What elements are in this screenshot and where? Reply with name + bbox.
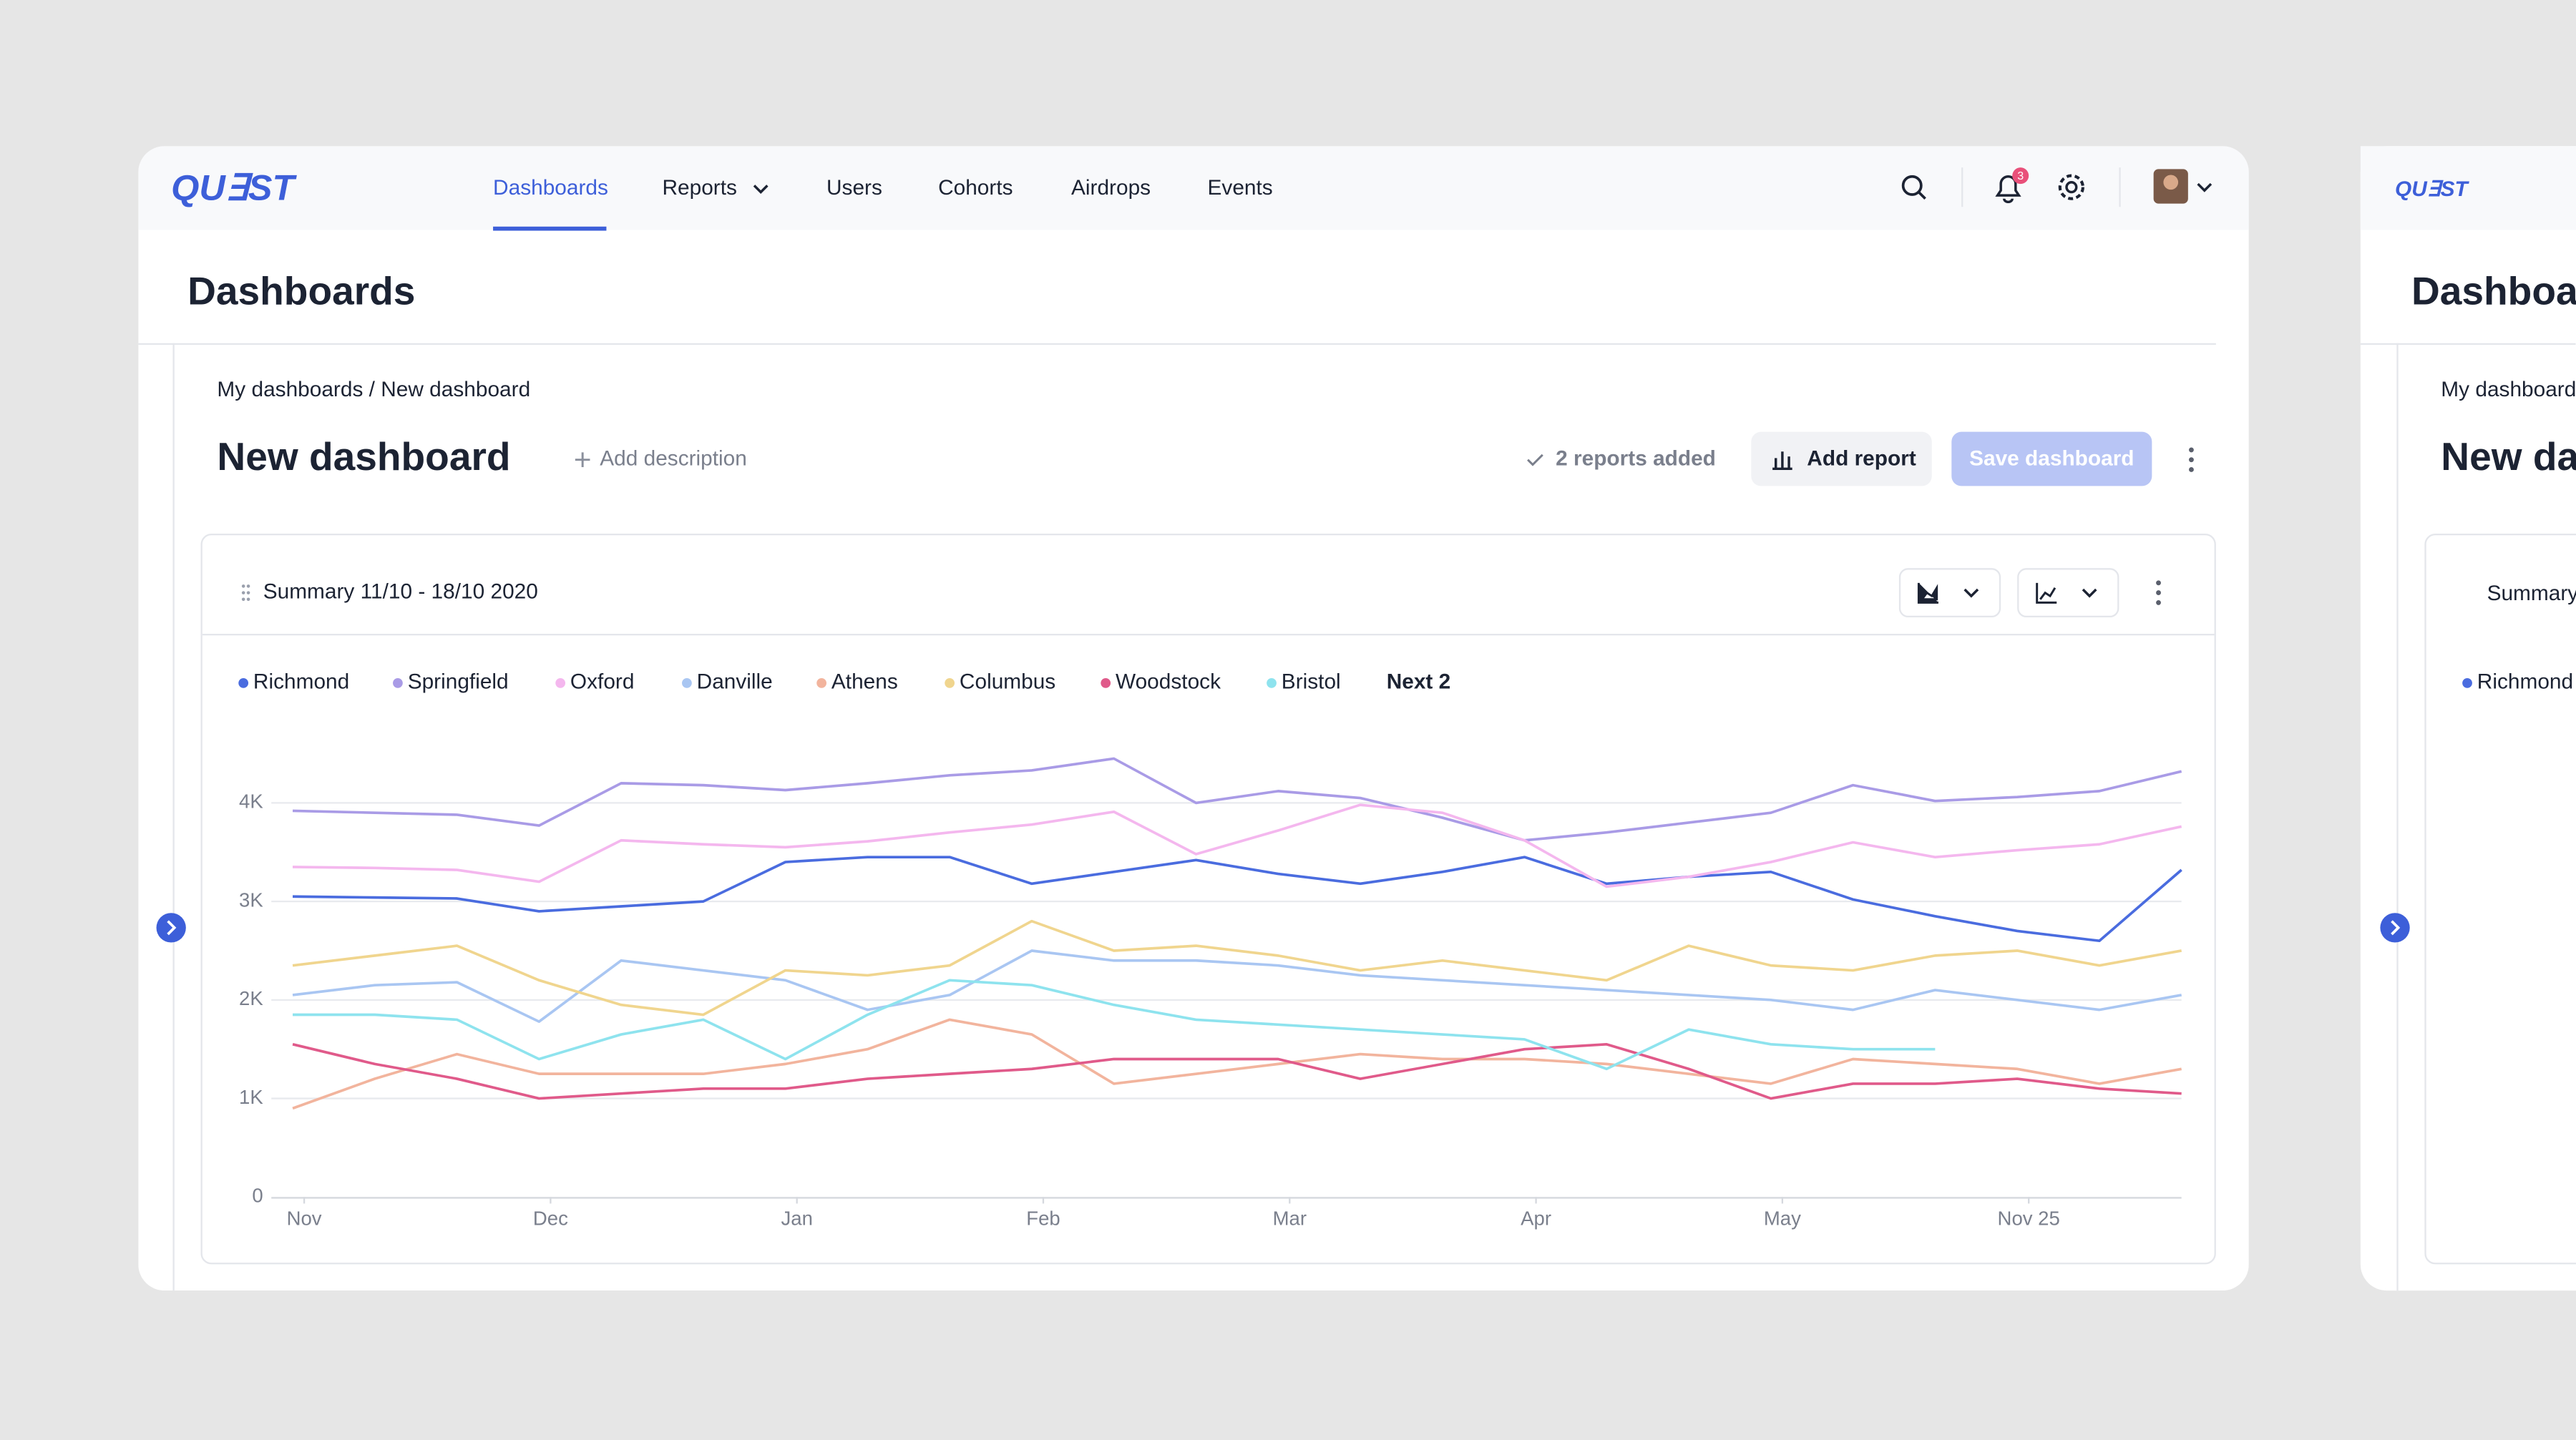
more-menu[interactable] <box>2188 447 2194 472</box>
y-tick-label: 0 <box>252 1185 263 1207</box>
card-title: Summary 11/10 - 18/10 2020 <box>263 579 538 603</box>
legend-label: Richmond <box>253 670 349 694</box>
series-line <box>293 856 2182 943</box>
area-chart-icon <box>1917 582 1938 604</box>
add-description[interactable]: Add description <box>600 447 747 471</box>
save-dashboard-button[interactable] <box>1951 431 2152 486</box>
chart-icon <box>1772 451 1792 471</box>
drag-handle[interactable] <box>241 584 250 602</box>
card-title: Summary 11/10 - 18/10 2020 <box>2487 582 2576 605</box>
notification-badge <box>2012 167 2029 185</box>
badge-count: 3 <box>2017 170 2024 182</box>
settings-icon[interactable] <box>2065 181 2078 194</box>
search-icon-handle <box>1918 191 1926 200</box>
y-tick-label: 2K <box>239 987 263 1009</box>
report-card <box>200 533 2216 1265</box>
nav-item[interactable]: Events <box>1208 176 1273 200</box>
chevron-icon <box>167 920 177 936</box>
x-tick-label: Feb <box>1026 1208 1060 1230</box>
logo: QU∃ST <box>171 167 297 208</box>
series-line <box>293 803 2182 888</box>
save-dashboard-label: Save dashboard <box>1969 447 2134 471</box>
breadcrumb: My dashboards / New dashboard <box>217 378 530 401</box>
legend-label: Oxford <box>570 670 635 694</box>
y-tick-label: 4K <box>239 790 263 813</box>
legend-swatch <box>682 677 692 688</box>
nav-item[interactable]: Dashboards <box>493 176 608 200</box>
view-button[interactable] <box>2017 568 2119 618</box>
breadcrumb: My dashboards / New dashboard <box>2441 378 2576 401</box>
series-line <box>292 919 2182 1017</box>
settings-icon-gear <box>2058 174 2085 200</box>
notification-icon[interactable] <box>1995 175 2021 204</box>
page-title: Dashboards <box>187 268 415 313</box>
dashboard-title: New dashboard <box>2441 434 2576 479</box>
x-tick-label: Jan <box>781 1208 813 1230</box>
x-tick-label: Nov <box>287 1208 322 1230</box>
legend-swatch <box>816 677 827 688</box>
dropdown-icon <box>2197 182 2212 192</box>
dropdown-icon <box>753 185 769 194</box>
legend-swatch <box>1101 677 1111 688</box>
plus-icon <box>575 452 590 468</box>
legend-more[interactable]: Next 2 <box>1387 670 1451 694</box>
legend-label: Springfield <box>408 670 509 694</box>
legend-swatch <box>393 677 403 688</box>
status-text: 2 reports added <box>1556 447 1716 471</box>
x-tick-label: Mar <box>1273 1208 1307 1230</box>
add-report-label: Add report <box>1807 447 1916 471</box>
series-line <box>292 757 2182 842</box>
y-tick-label: 1K <box>239 1086 263 1108</box>
navbar <box>138 146 2249 230</box>
active-tab-indicator <box>493 226 607 231</box>
x-tick-label: May <box>1764 1208 1801 1230</box>
series-line <box>292 1018 2182 1110</box>
x-tick-label: Apr <box>1521 1208 1551 1230</box>
chart-type-button[interactable] <box>1898 568 2001 618</box>
add-report-button[interactable] <box>1751 431 1932 486</box>
line-chart-icon <box>2036 582 2057 604</box>
nav-item[interactable]: Cohorts <box>938 176 1013 200</box>
report-card <box>2424 533 2576 1265</box>
avatar-face <box>2163 175 2179 190</box>
page-title: Dashboards <box>2411 268 2576 313</box>
series-line <box>292 1042 2182 1100</box>
legend-label: Richmond <box>2477 670 2573 694</box>
x-tick-label: Nov 25 <box>1998 1208 2060 1230</box>
legend-label: Danville <box>697 670 773 694</box>
x-tick-label: Dec <box>533 1208 568 1230</box>
legend-swatch <box>1267 677 1277 688</box>
legend-swatch <box>2462 677 2472 688</box>
dropdown-icon <box>1963 588 1979 598</box>
nav-item[interactable]: Reports <box>662 176 736 200</box>
nav-item[interactable]: Users <box>826 176 882 200</box>
check-icon <box>1527 454 1543 466</box>
logo: QU∃ST <box>2395 177 2469 201</box>
legend-label: Columbus <box>960 670 1055 694</box>
y-tick-label: 3K <box>239 888 263 911</box>
legend-label: Woodstock <box>1116 670 1221 694</box>
search-icon[interactable] <box>1901 175 1923 196</box>
series-line <box>293 979 1936 1071</box>
series-line <box>292 949 2182 1023</box>
nav-item[interactable]: Airdrops <box>1071 176 1151 200</box>
dashboard-title: New dashboard <box>217 434 510 479</box>
legend-label: Bristol <box>1282 670 1341 694</box>
legend-swatch <box>945 677 955 688</box>
expand-button[interactable] <box>2380 913 2410 943</box>
card-menu[interactable] <box>2156 580 2161 605</box>
legend-label: Athens <box>831 670 898 694</box>
nav-preview <box>2360 146 2576 230</box>
legend-swatch <box>555 677 566 688</box>
chevron-icon <box>2391 920 2401 936</box>
expand-button[interactable] <box>156 913 186 943</box>
legend-swatch <box>238 677 249 688</box>
dropdown-icon <box>2082 588 2097 598</box>
